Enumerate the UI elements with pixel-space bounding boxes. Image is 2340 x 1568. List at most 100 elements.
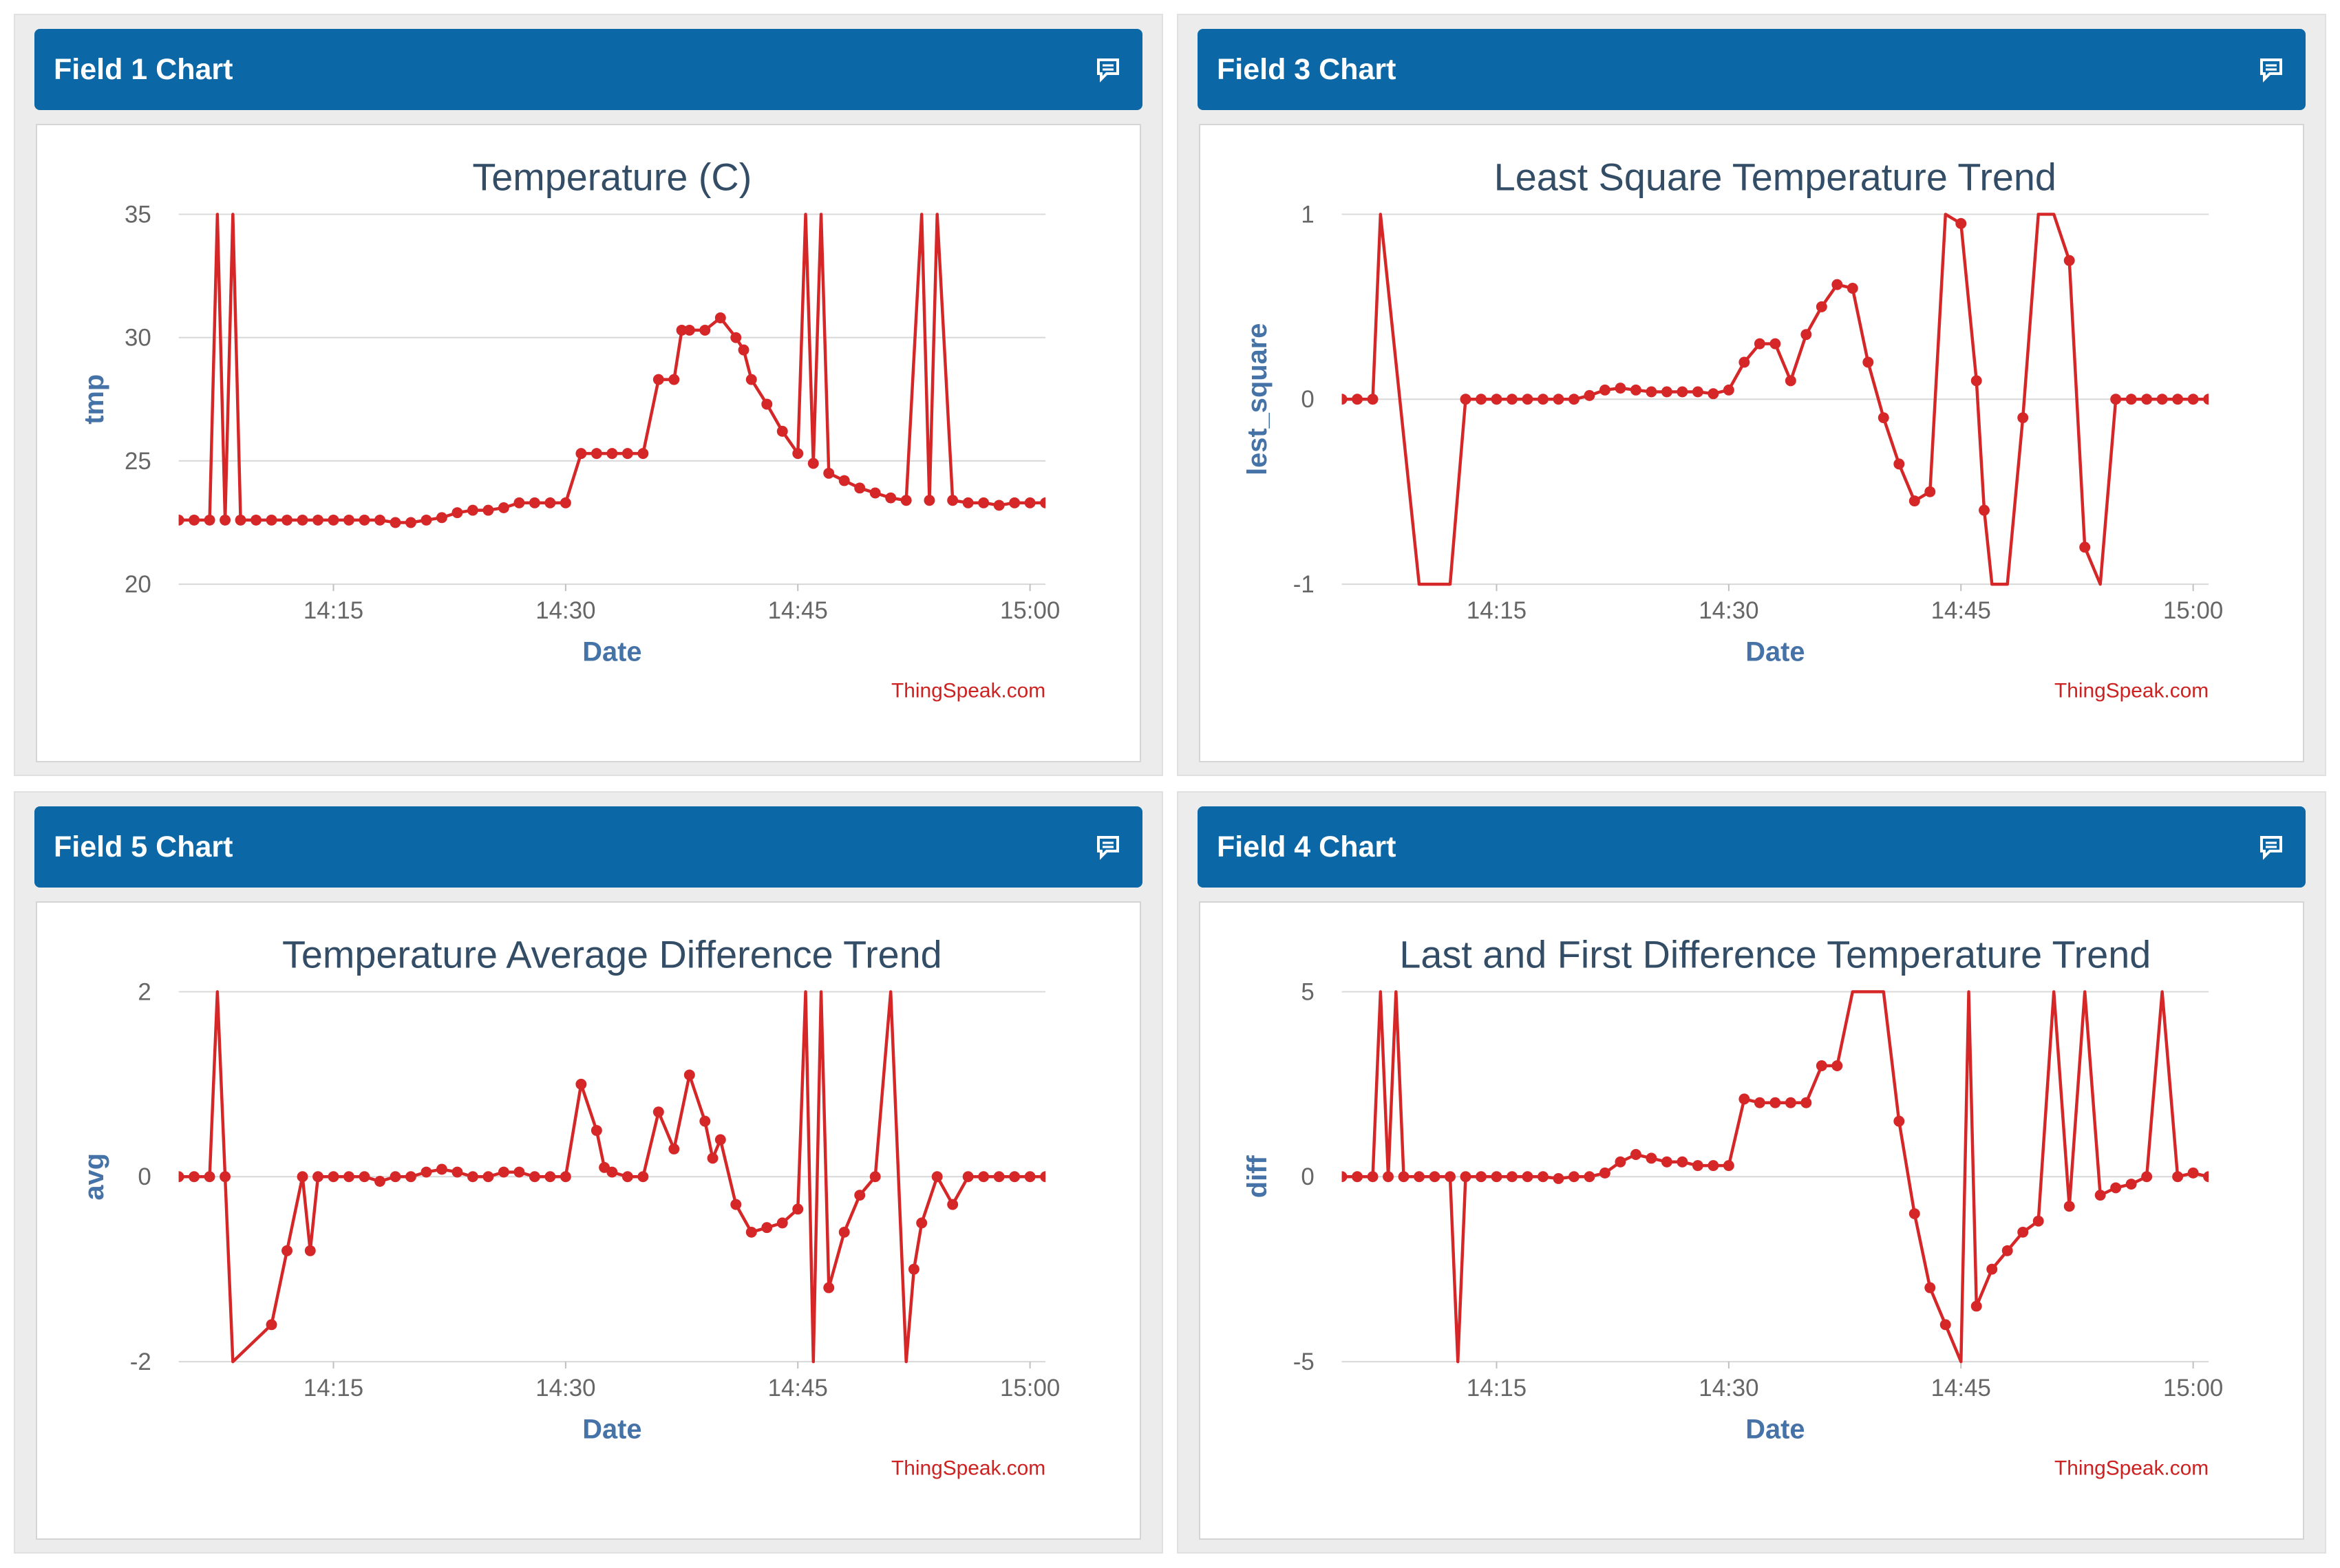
data-point[interactable] — [1553, 394, 1564, 405]
data-point[interactable] — [908, 1263, 919, 1275]
data-point[interactable] — [1476, 1171, 1487, 1183]
data-point[interactable] — [513, 497, 525, 508]
comment-icon[interactable] — [1094, 56, 1122, 83]
data-point[interactable] — [1568, 1171, 1580, 1183]
data-point[interactable] — [1939, 1319, 1951, 1331]
data-point[interactable] — [707, 1152, 719, 1164]
comment-icon[interactable] — [1094, 833, 1122, 861]
data-point[interactable] — [2063, 255, 2075, 266]
data-point[interactable] — [328, 1171, 339, 1183]
data-point[interactable] — [1738, 356, 1750, 368]
data-point[interactable] — [1738, 1093, 1750, 1105]
data-point[interactable] — [2156, 394, 2168, 405]
data-point[interactable] — [1893, 1115, 1905, 1127]
data-point[interactable] — [1414, 1171, 1425, 1183]
data-point[interactable] — [900, 495, 912, 506]
data-point[interactable] — [931, 1171, 943, 1183]
data-point[interactable] — [1970, 1300, 1982, 1312]
data-point[interactable] — [204, 514, 215, 526]
data-point[interactable] — [1522, 1171, 1533, 1183]
data-point[interactable] — [359, 514, 370, 526]
data-point[interactable] — [189, 1171, 200, 1183]
data-point[interactable] — [606, 448, 618, 460]
data-point[interactable] — [1646, 1152, 1657, 1164]
data-point[interactable] — [854, 482, 866, 494]
data-point[interactable] — [745, 1226, 757, 1238]
data-point[interactable] — [1955, 217, 1967, 229]
data-point[interactable] — [266, 1319, 277, 1331]
data-point[interactable] — [312, 514, 323, 526]
credit-link[interactable]: ThingSpeak.com — [2054, 679, 2209, 702]
data-point[interactable] — [1908, 495, 1920, 507]
data-point[interactable] — [1708, 388, 1719, 400]
data-point[interactable] — [1986, 1263, 1998, 1275]
data-point[interactable] — [1367, 394, 1379, 405]
data-point[interactable] — [2187, 394, 2199, 405]
data-point[interactable] — [1692, 386, 1703, 398]
data-point[interactable] — [1816, 301, 1827, 312]
data-point[interactable] — [2032, 1215, 2044, 1227]
data-point[interactable] — [1800, 1097, 1812, 1108]
data-point[interactable] — [1816, 1060, 1827, 1071]
data-point[interactable] — [947, 1199, 959, 1210]
data-point[interactable] — [312, 1171, 323, 1183]
comment-icon[interactable] — [2257, 833, 2285, 861]
data-point[interactable] — [1538, 1171, 1549, 1183]
data-point[interactable] — [1754, 338, 1765, 350]
data-point[interactable] — [2187, 1167, 2199, 1179]
data-point[interactable] — [668, 374, 680, 385]
data-point[interactable] — [2094, 1190, 2106, 1201]
data-point[interactable] — [637, 1171, 649, 1183]
data-point[interactable] — [591, 448, 602, 460]
data-point[interactable] — [761, 398, 773, 410]
data-point[interactable] — [2063, 1201, 2075, 1212]
data-point[interactable] — [1615, 1156, 1626, 1168]
data-point[interactable] — [1568, 394, 1580, 405]
data-point[interactable] — [304, 1245, 316, 1256]
data-point[interactable] — [2172, 394, 2184, 405]
data-point[interactable] — [1398, 1171, 1410, 1183]
data-point[interactable] — [738, 344, 749, 356]
data-point[interactable] — [544, 497, 556, 508]
data-point[interactable] — [544, 1171, 556, 1183]
data-point[interactable] — [405, 517, 416, 528]
data-point[interactable] — [1893, 458, 1905, 470]
comment-icon[interactable] — [2257, 56, 2285, 83]
data-point[interactable] — [683, 324, 695, 336]
data-point[interactable] — [575, 448, 587, 460]
data-point[interactable] — [962, 497, 974, 508]
data-point[interactable] — [2001, 1245, 2013, 1256]
data-point[interactable] — [328, 514, 339, 526]
data-point[interactable] — [1754, 1097, 1765, 1108]
data-point[interactable] — [2125, 1179, 2137, 1190]
data-point[interactable] — [1024, 1171, 1036, 1183]
data-point[interactable] — [869, 1171, 881, 1183]
data-point[interactable] — [1677, 386, 1688, 398]
data-point[interactable] — [978, 497, 990, 508]
data-point[interactable] — [2172, 1171, 2184, 1183]
data-point[interactable] — [235, 514, 246, 526]
data-point[interactable] — [204, 1171, 215, 1183]
data-point[interactable] — [1630, 1149, 1641, 1160]
data-point[interactable] — [2110, 1182, 2122, 1194]
data-point[interactable] — [807, 458, 819, 469]
data-point[interactable] — [1630, 384, 1641, 396]
data-point[interactable] — [993, 500, 1005, 511]
data-point[interactable] — [575, 1078, 587, 1090]
data-point[interactable] — [962, 1171, 974, 1183]
data-point[interactable] — [436, 512, 447, 524]
data-point[interactable] — [1445, 1171, 1456, 1183]
credit-link[interactable]: ThingSpeak.com — [891, 679, 1045, 702]
data-point[interactable] — [1460, 1171, 1471, 1183]
data-point[interactable] — [1367, 1171, 1379, 1183]
data-point[interactable] — [869, 487, 881, 499]
data-point[interactable] — [1584, 1171, 1595, 1183]
data-point[interactable] — [730, 332, 742, 343]
data-point[interactable] — [838, 475, 850, 486]
data-point[interactable] — [529, 1171, 540, 1183]
data-point[interactable] — [173, 1171, 184, 1183]
data-point[interactable] — [838, 1226, 850, 1238]
data-point[interactable] — [823, 1282, 835, 1293]
credit-link[interactable]: ThingSpeak.com — [891, 1457, 1045, 1479]
data-point[interactable] — [220, 514, 231, 526]
